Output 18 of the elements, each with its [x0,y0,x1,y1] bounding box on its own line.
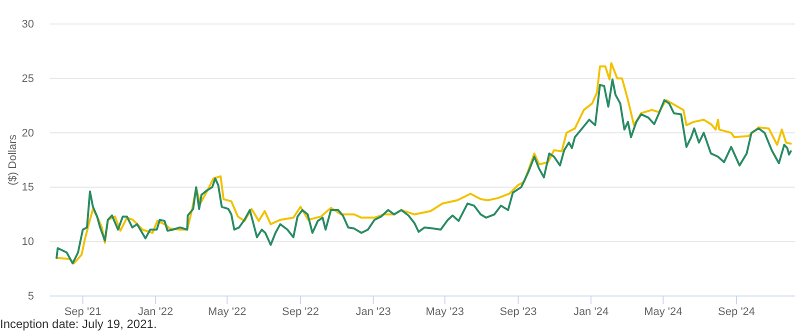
text: Inception date: July 19, 2021. [0,317,157,331]
x-tick-label: Sep '24 [718,306,756,318]
x-tick-label: Jan '22 [138,306,174,318]
y-axis-title: ($) Dollars [7,134,19,186]
x-tick-label: Sep '22 [282,306,320,318]
y-tick-label: 10 [22,236,34,248]
x-tick-label: May '24 [644,306,682,318]
y-tick-label: 25 [22,72,34,85]
y-tick-label: 5 [28,290,34,303]
y-tick-label: 30 [22,18,34,31]
x-tick-label: Sep '21 [64,306,102,318]
x-tick-label: May '23 [426,306,464,318]
y-tick-label: 20 [22,127,34,140]
x-tick-label: Jan '24 [573,306,609,318]
x-tick-label: Sep '23 [500,306,537,318]
x-tick-label: Jan '23 [356,306,391,318]
x-tick-label: May '22 [208,306,246,318]
y-tick-label: 15 [22,182,34,194]
